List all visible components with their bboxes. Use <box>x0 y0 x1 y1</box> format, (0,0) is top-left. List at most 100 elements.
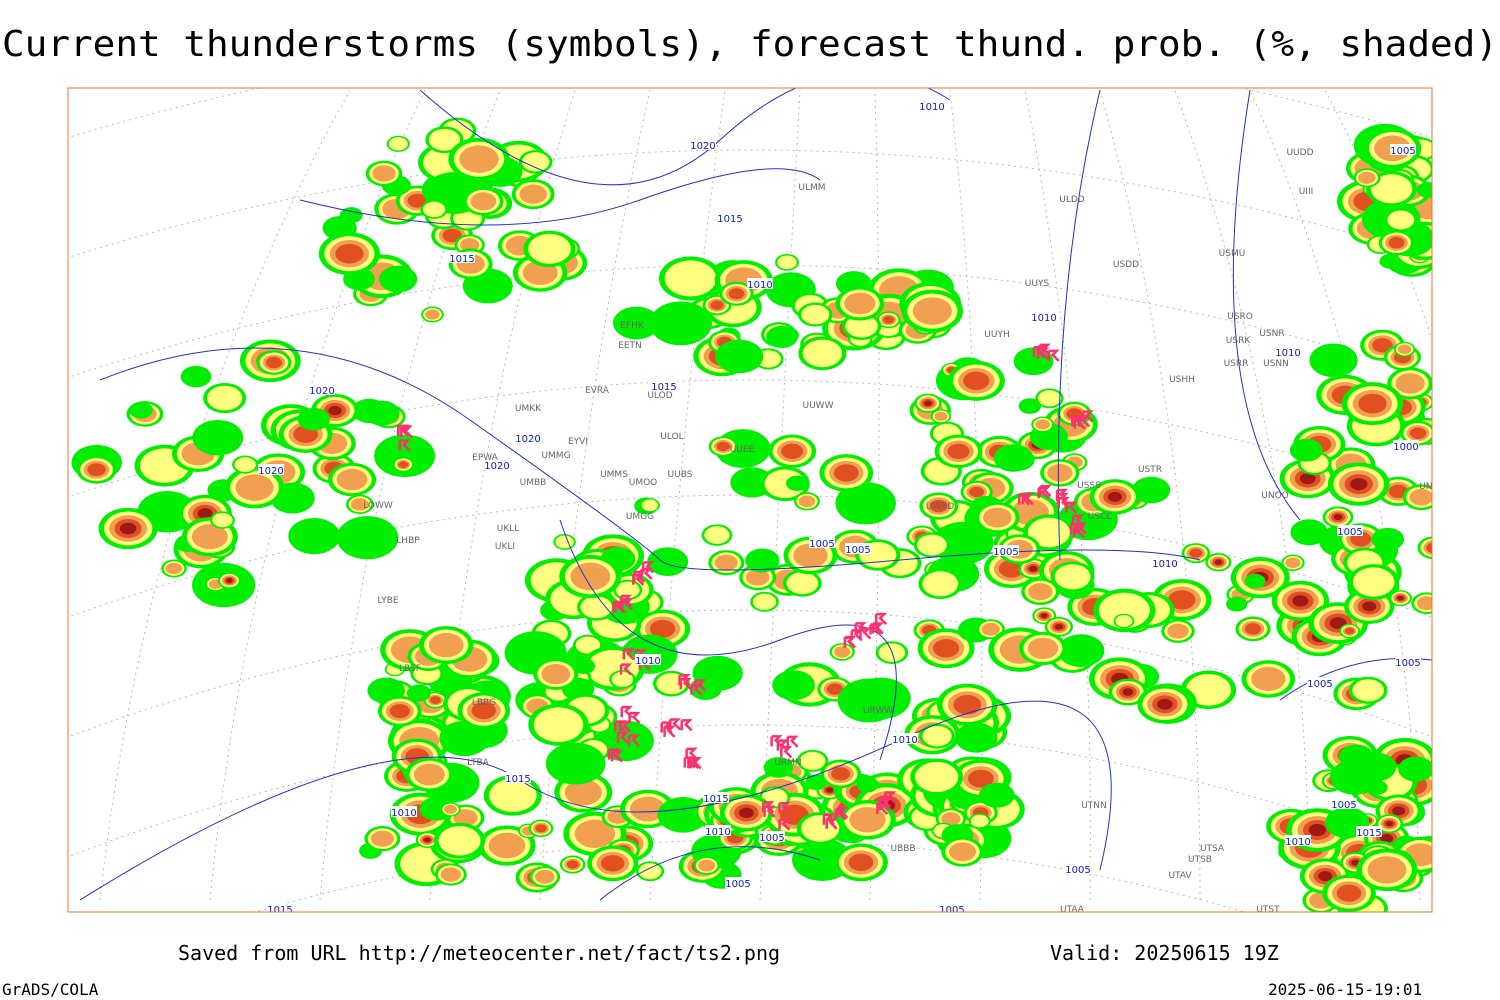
probability-shade <box>837 678 901 723</box>
probability-shade <box>388 137 408 151</box>
probability-shade <box>1290 519 1328 546</box>
station-label: USRO <box>1227 312 1253 322</box>
station-label: ULOD <box>647 391 672 401</box>
isobar-label: 1020 <box>515 434 540 445</box>
isobar-label-bg <box>1395 656 1421 667</box>
probability-shade <box>1370 174 1413 204</box>
probability-shade <box>649 301 713 346</box>
station-label: URWW <box>863 706 893 716</box>
station-label: LBSF <box>399 664 421 674</box>
probability-shade <box>438 826 481 856</box>
isobar-label-bg <box>725 877 751 888</box>
station-label: UUYH <box>984 330 1009 340</box>
probability-shade <box>119 522 137 535</box>
isobar-label: 1005 <box>1390 146 1415 157</box>
isobar-label: 1010 <box>1275 348 1300 359</box>
valid-time: Valid: 20250615 19Z <box>1050 941 1279 965</box>
isobar-label: 1005 <box>993 547 1018 558</box>
isobar-label: 1020 <box>484 461 509 472</box>
probability-shade <box>1115 615 1133 628</box>
station-label: USNN <box>1263 359 1289 369</box>
thunderstorm-symbol <box>689 757 702 770</box>
probability-shade <box>611 671 634 687</box>
probability-shade <box>1385 821 1394 827</box>
station-label: USRK <box>1226 336 1252 346</box>
probability-shade <box>915 761 959 793</box>
probability-shade <box>1040 613 1048 619</box>
probability-shade <box>1352 567 1395 597</box>
probability-shade <box>983 507 1012 528</box>
probability-shade <box>802 339 843 368</box>
probability-shade <box>917 534 947 556</box>
isobar-label-bg <box>1152 557 1178 568</box>
probability-shade <box>844 292 876 315</box>
probability-shade <box>1189 548 1203 558</box>
thunderstorm-symbol <box>871 622 884 635</box>
station-label: LYBE <box>377 596 398 606</box>
station-label: USTR <box>1138 465 1162 475</box>
probability-shade <box>848 853 874 872</box>
probability-shade <box>615 581 640 599</box>
probability-shade <box>1367 856 1407 884</box>
station-label: USMU <box>1219 249 1246 259</box>
map-layer: 1010 1020 1015 1015 1010 1020 1015 1020 1020 1020… <box>68 88 1445 915</box>
thunderstorm-symbol <box>632 573 645 586</box>
probability-shade <box>1292 595 1309 607</box>
station-label: UUWW <box>803 401 834 411</box>
isobar-label: 1010 <box>391 808 416 819</box>
isobar-label: 1005 <box>1395 658 1420 669</box>
station-label: UUBS <box>668 470 693 480</box>
station-label: UNBB <box>1419 482 1445 492</box>
probability-shade <box>460 238 480 252</box>
probability-shade <box>533 707 584 743</box>
probability-shade <box>1054 564 1091 590</box>
isobar-label: 1015 <box>651 382 676 393</box>
probability-shade <box>934 411 948 421</box>
probability-shade <box>265 356 283 369</box>
probability-shade <box>1054 623 1063 630</box>
station-label: EETN <box>618 341 642 351</box>
isobar-label-bg <box>1393 440 1419 451</box>
probability-shade <box>1426 542 1432 553</box>
station-label: UMKK <box>515 404 542 414</box>
thunderstorm-symbol <box>627 734 641 747</box>
station-label: UUEE <box>730 445 755 455</box>
isobar-label: 1005 <box>725 879 750 890</box>
probability-shade <box>336 516 399 560</box>
station-label: USDD <box>1113 260 1139 270</box>
probability-shade <box>835 482 896 525</box>
station-label: LHBP <box>396 536 420 546</box>
probability-shade <box>1028 583 1053 601</box>
probability-shade <box>1379 254 1400 269</box>
isobar-label: 1020 <box>258 466 283 477</box>
probability-shade <box>1226 596 1248 612</box>
isobar-label: 1010 <box>1031 313 1056 324</box>
probability-shade <box>191 524 228 550</box>
probability-shade <box>1397 344 1412 354</box>
isobar-label-bg <box>515 432 541 443</box>
probability-shade <box>555 535 574 549</box>
probability-shade <box>1350 478 1368 491</box>
probability-shade <box>981 622 1000 636</box>
thunderstorm-symbol <box>622 648 635 661</box>
station-label: UUYS <box>1025 279 1050 289</box>
probability-shade <box>704 526 730 544</box>
probability-shade <box>1035 419 1050 430</box>
probability-shade <box>521 152 550 172</box>
probability-shade <box>801 304 830 325</box>
thunderstorm-symbol <box>778 801 791 815</box>
probability-shade <box>235 474 274 501</box>
probability-shade <box>165 562 183 575</box>
probability-shade <box>1352 679 1385 702</box>
thunderstorm-symbol <box>778 818 791 831</box>
station-label: UTAA <box>1060 905 1085 915</box>
isobar-label-bg <box>484 459 510 470</box>
probability-shade <box>297 407 330 431</box>
probability-shade <box>752 593 777 611</box>
probability-shade <box>745 548 780 573</box>
probability-shade <box>398 461 409 469</box>
isobar-label: 1015 <box>505 774 530 785</box>
thunderstorm-symbol <box>641 561 655 574</box>
probability-shade <box>834 646 851 658</box>
probability-shade <box>825 787 834 793</box>
